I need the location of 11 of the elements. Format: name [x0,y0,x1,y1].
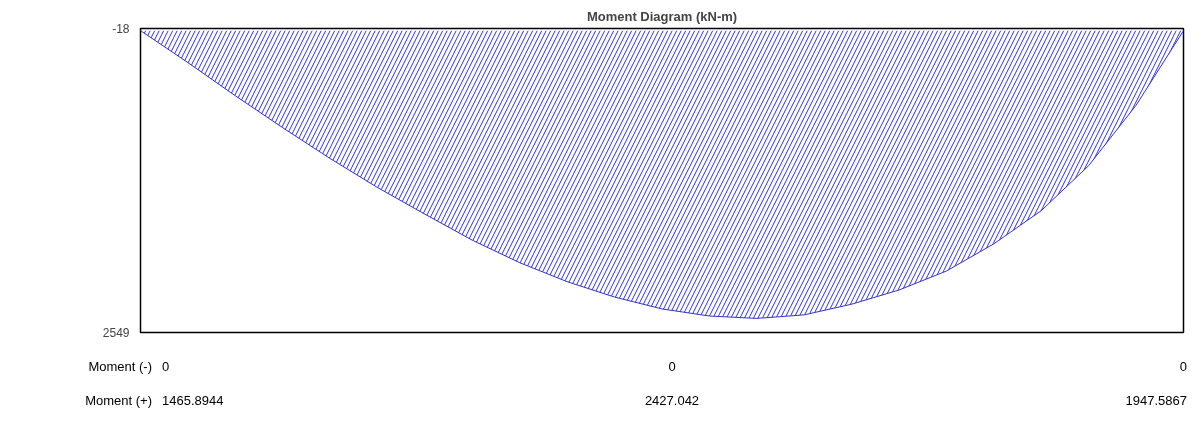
text: 0 [162,358,170,376]
chart-title: Moment Diagram (kN-m) [586,8,738,24]
text: Moment (-) [88,358,152,376]
text: 0 [668,358,676,376]
text: 0 [1179,358,1187,376]
y-tick-label: 2549 [102,326,130,340]
text: Moment (+) [85,392,152,410]
text: 1465.8944 [162,392,224,410]
text: 2427.042 [644,392,700,410]
text: 1947.5867 [1125,392,1187,410]
y-tick-label: -18 [112,22,130,36]
